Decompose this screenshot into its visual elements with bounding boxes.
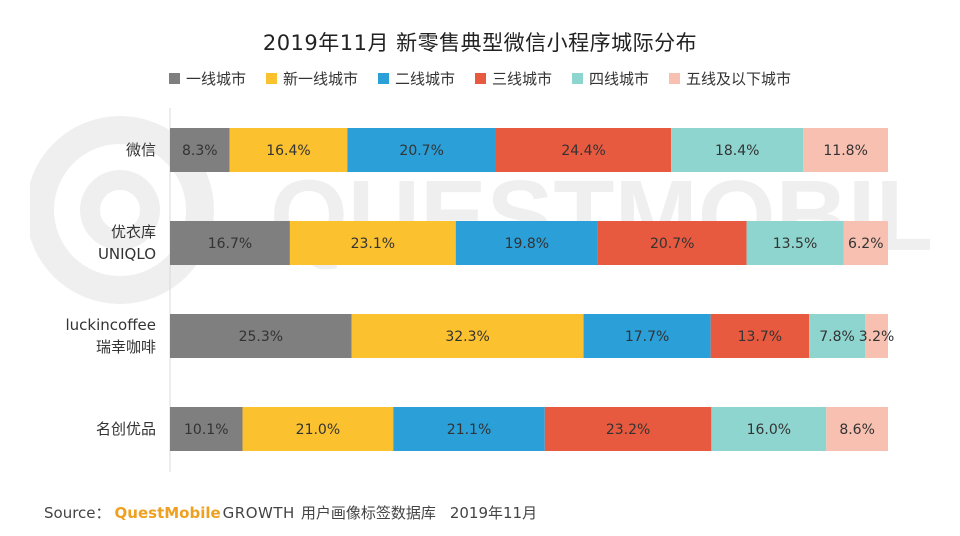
data-label: 20.7% — [650, 236, 694, 252]
bar-segment — [597, 221, 747, 265]
data-label: 13.7% — [738, 329, 782, 345]
legend-label: 二线城市 — [394, 70, 455, 88]
watermark-logo-ring — [26, 116, 214, 304]
source-description: 用户画像标签数据库 — [300, 504, 436, 522]
legend-item: 三线城市 — [475, 68, 552, 89]
data-label: 7.8% — [819, 329, 855, 345]
source-line: Source： QuestMobile GROWTH 用户画像标签数据库 201… — [44, 502, 537, 523]
category-label: UNIQLO — [98, 245, 156, 263]
bar-segment — [711, 407, 827, 451]
bar-segment — [710, 314, 810, 358]
data-label: 13.5% — [773, 236, 817, 252]
data-label: 16.7% — [208, 236, 252, 252]
data-label: 21.0% — [296, 422, 340, 438]
legend-label: 五线及以下城市 — [686, 70, 792, 88]
legend-swatch — [475, 73, 486, 84]
plot-area: 8.3% 16.4% 20.7% 24.4% 18.4% 11.8% 微信 16.7% 23.1… — [66, 108, 895, 472]
bar-segment — [242, 407, 394, 451]
bar-segment — [351, 314, 584, 358]
legend-item: 二线城市 — [377, 68, 455, 89]
legend-label: 三线城市 — [492, 70, 553, 88]
bar-segment — [455, 221, 598, 265]
bar-segment — [289, 221, 456, 265]
data-label: 24.4% — [561, 143, 605, 159]
legend-item: 一线城市 — [168, 68, 246, 89]
category-label: 微信 — [126, 141, 156, 159]
legend-item: 新一线城市 — [265, 68, 358, 89]
data-label: 25.3% — [239, 329, 283, 345]
bar-segment — [347, 128, 496, 172]
category-label: luckincoffee — [66, 316, 157, 334]
source-prefix: Source： — [44, 504, 111, 522]
category-label: 名创优品 — [96, 420, 156, 438]
data-label: 17.7% — [625, 329, 669, 345]
category-label: 瑞幸咖啡 — [96, 338, 156, 356]
source-growth: GROWTH — [222, 504, 295, 522]
legend-label: 新一线城市 — [282, 70, 358, 88]
data-label: 6.2% — [848, 236, 884, 252]
legend-swatch — [265, 73, 277, 84]
legend-swatch — [377, 73, 389, 84]
bar-segment — [809, 314, 866, 358]
bar-segment — [170, 221, 290, 265]
source-date: 2019年11月 — [449, 504, 538, 522]
data-label: 19.8% — [505, 236, 549, 252]
legend-swatch — [572, 73, 584, 84]
data-label: 23.1% — [351, 236, 395, 252]
bar-segment — [544, 407, 712, 451]
bar-segment — [583, 314, 711, 358]
bar-segment — [843, 221, 888, 265]
data-label: 21.1% — [447, 422, 491, 438]
bar-segment — [746, 221, 844, 265]
data-label: 8.6% — [839, 422, 875, 438]
data-label: 23.2% — [606, 422, 650, 438]
data-label: 20.7% — [399, 143, 443, 159]
legend: 一线城市 新一线城市 二线城市 三线城市 四线城市 五线及以下城市 — [0, 68, 960, 89]
chart-title: 2019年11月 新零售典型微信小程序城际分布 — [262, 31, 698, 55]
legend-swatch — [168, 73, 180, 84]
data-label: 3.2% — [859, 329, 895, 345]
data-label: 11.8% — [823, 143, 867, 159]
bar-segment — [865, 314, 888, 358]
legend-label: 一线城市 — [185, 70, 246, 88]
legend-swatch — [669, 73, 681, 84]
bar-segment — [826, 407, 888, 451]
bar-segment — [170, 407, 243, 451]
data-label: 8.3% — [182, 143, 218, 159]
bar-segment — [170, 314, 352, 358]
legend-item: 四线城市 — [572, 68, 649, 89]
source-brand: QuestMobile — [114, 504, 221, 522]
data-label: 18.4% — [715, 143, 759, 159]
bar-segment — [671, 128, 804, 172]
bar-segment — [170, 128, 230, 172]
data-label: 16.4% — [266, 143, 310, 159]
watermark-logo-core — [80, 170, 160, 250]
bar-segment — [495, 128, 672, 172]
bar-segment — [393, 407, 545, 451]
legend-label: 四线城市 — [589, 70, 650, 88]
bar-segment — [229, 128, 348, 172]
bar-segment — [803, 128, 888, 172]
data-label: 10.1% — [184, 422, 228, 438]
data-label: 16.0% — [747, 422, 791, 438]
data-label: 32.3% — [445, 329, 489, 345]
category-label: 优衣库 — [111, 223, 156, 241]
legend-item: 五线及以下城市 — [669, 68, 791, 89]
